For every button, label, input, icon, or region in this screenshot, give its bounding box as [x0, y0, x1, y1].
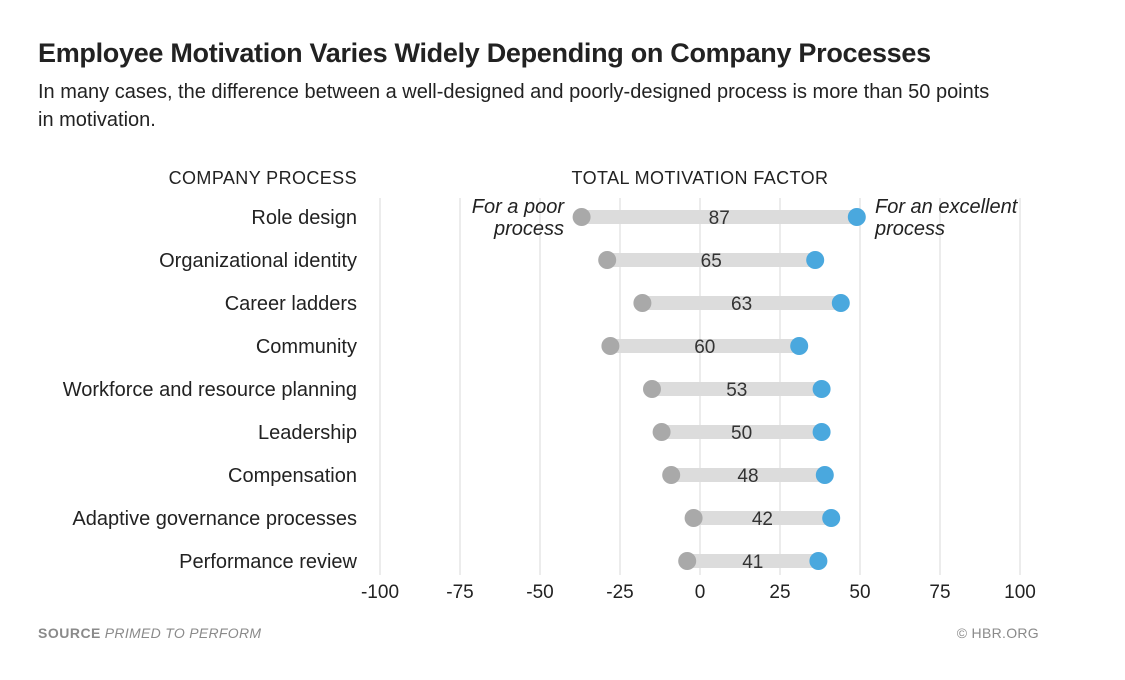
poor-process-dot: [684, 509, 703, 527]
difference-label: 60: [694, 337, 715, 358]
poor-process-dot: [598, 251, 617, 269]
excellent-process-annotation: process: [874, 218, 945, 240]
category-label: Community: [256, 336, 357, 358]
chart-subtitle: In many cases, the difference between a …: [38, 81, 990, 131]
poor-process-dot: [572, 208, 591, 226]
excellent-process-dot: [812, 380, 831, 398]
difference-label: 41: [742, 552, 763, 573]
category-axis-label: COMPANY PROCESS: [169, 168, 357, 188]
category-label: Compensation: [228, 465, 357, 487]
x-tick-label: 75: [929, 582, 950, 603]
difference-label: 48: [737, 466, 758, 487]
excellent-process-dot: [790, 337, 809, 355]
poor-process-annotation: process: [493, 218, 564, 240]
poor-process-dot: [652, 423, 671, 441]
poor-process-dot: [662, 466, 681, 484]
copyright-credit: © HBR.ORG: [956, 625, 1039, 641]
excellent-process-dot: [815, 466, 834, 484]
x-tick-label: -100: [361, 582, 399, 603]
poor-process-annotation: For a poor: [472, 196, 566, 218]
x-tick-label: -25: [606, 582, 633, 603]
category-label: Career ladders: [225, 293, 357, 315]
category-label: Workforce and resource planning: [63, 379, 357, 401]
x-tick-label: -50: [526, 582, 553, 603]
source-label: SOURCE: [38, 625, 101, 641]
category-label: Leadership: [258, 422, 357, 444]
excellent-process-dot: [822, 509, 841, 527]
category-label: Organizational identity: [159, 250, 357, 272]
excellent-process-dot: [809, 552, 828, 570]
x-tick-label: -75: [446, 582, 473, 603]
x-tick-label: 0: [695, 582, 706, 603]
difference-label: 50: [731, 423, 752, 444]
difference-label: 42: [752, 509, 773, 530]
excellent-process-dot: [806, 251, 825, 269]
poor-process-dot: [643, 380, 661, 398]
chart-title: Employee Motivation Varies Widely Depend…: [38, 38, 931, 68]
value-axis-label: TOTAL MOTIVATION FACTOR: [572, 168, 829, 188]
poor-process-dot: [601, 337, 620, 355]
poor-process-dot: [678, 552, 697, 570]
source-note: SOURCE PRIMED TO PERFORM: [38, 625, 261, 641]
excellent-process-dot: [831, 294, 850, 312]
x-tick-label: 50: [849, 582, 870, 603]
difference-label: 87: [709, 208, 730, 229]
category-label: Adaptive governance processes: [72, 508, 357, 530]
source-text: PRIMED TO PERFORM: [104, 625, 262, 641]
category-label: Performance review: [179, 551, 357, 573]
excellent-process-dot: [812, 423, 831, 441]
poor-process-dot: [633, 294, 652, 312]
x-tick-label: 100: [1004, 582, 1036, 603]
difference-label: 65: [701, 251, 722, 272]
category-label: Role design: [251, 207, 357, 229]
x-tick-label: 25: [769, 582, 790, 603]
difference-label: 63: [731, 294, 752, 315]
excellent-process-annotation: For an excellent: [875, 196, 1019, 218]
difference-label: 53: [726, 380, 747, 401]
excellent-process-dot: [847, 208, 866, 226]
